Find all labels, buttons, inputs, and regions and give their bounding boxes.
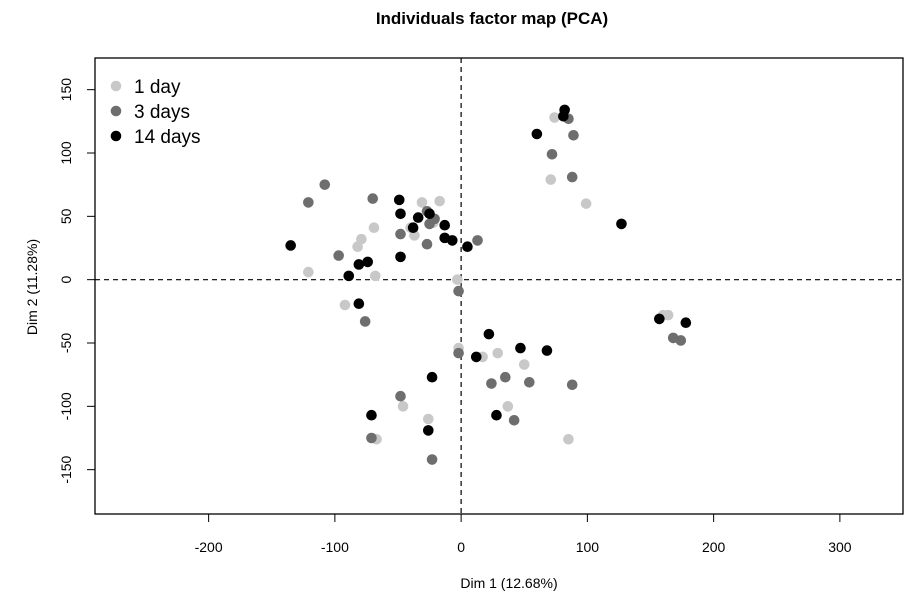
point-series-2 [319,179,331,190]
point-series-3 [343,270,355,282]
x-tick-label: -200 [195,539,223,555]
x-tick-label: -100 [321,539,349,555]
point-series-1 [580,198,592,209]
point-series-3 [393,194,405,206]
legend-marker [110,130,122,142]
point-series-3 [491,409,502,421]
point-series-3 [407,222,419,234]
point-series-3 [353,298,365,310]
point-series-3 [412,212,424,223]
y-tick-label: 0 [58,276,74,284]
y-tick-label: -150 [58,455,74,483]
point-series-1 [434,195,445,207]
point-series-2 [568,129,579,141]
point-series-3 [424,208,435,220]
point-series-2 [395,228,406,240]
point-series-3 [353,259,365,270]
legend-label: 3 days [134,102,190,123]
point-series-3 [680,317,692,329]
y-axis: -150 -100 -50 0 50 100 150 [58,78,95,484]
point-series-2 [453,347,464,359]
point-series-1 [397,401,409,412]
point-series-1 [502,401,514,412]
point-series-2 [359,316,371,327]
point-series-1 [492,347,504,359]
point-series-3 [531,128,543,140]
point-series-3 [366,409,377,421]
point-series-3 [426,371,438,383]
y-axis-label: Dim 2 (11.28%) [24,239,40,335]
x-tick-label: 200 [702,539,726,555]
x-tick-label: 100 [576,539,600,555]
point-series-3 [446,235,458,246]
point-series-2 [546,148,558,160]
point-series-2 [424,218,435,230]
point-series-3 [483,328,495,340]
point-series-2 [508,414,520,426]
point-series-3 [462,241,473,253]
point-series-2 [524,376,535,388]
legend: 1 day 3 days 14 days [110,77,201,148]
point-series-2 [675,335,687,346]
chart-title: Individuals factor map (PCA) [376,9,608,28]
legend-label: 1 day [134,77,181,98]
legend-label: 14 days [134,127,201,148]
point-series-3 [541,345,553,356]
point-series-3 [362,256,374,268]
point-series-1 [416,197,428,208]
y-tick-label: 150 [58,78,74,102]
point-series-1 [356,233,367,245]
plot-frame [94,57,904,515]
point-series-2 [472,235,483,246]
point-series-2 [366,432,377,444]
point-series-2 [486,378,497,389]
legend-marker [110,80,122,92]
point-series-1 [545,174,557,185]
point-series-2 [367,193,379,204]
point-series-2 [395,390,406,402]
point-series-2 [453,285,464,297]
data-points [285,104,692,465]
x-axis-label: Dim 1 (12.68%) [460,575,557,591]
x-tick-label: 300 [828,539,852,555]
point-series-1 [303,266,314,278]
point-series-2 [566,171,578,183]
reference-lines [95,58,903,514]
point-series-1 [339,299,351,311]
point-series-1 [452,274,463,285]
x-tick-label: 0 [457,539,465,555]
point-series-3 [285,240,296,251]
point-series-3 [616,218,627,230]
x-axis: -200 -100 0 100 200 300 [195,514,852,555]
point-series-3 [395,251,406,263]
point-series-3 [558,110,569,122]
point-series-1 [369,270,381,282]
point-series-2 [333,250,344,261]
point-series-1 [368,222,380,234]
point-series-3 [654,313,665,325]
y-tick-label: -100 [58,392,74,420]
point-series-1 [563,433,574,445]
point-series-3 [423,425,434,436]
legend-marker [110,105,122,117]
point-series-3 [395,208,406,220]
y-tick-label: -50 [58,333,74,353]
point-series-2 [303,197,314,208]
point-series-1 [518,359,530,370]
point-series-2 [566,379,578,391]
point-series-1 [662,309,674,321]
point-series-2 [500,371,511,383]
y-tick-label: 100 [58,141,74,165]
point-series-1 [423,413,434,425]
point-series-3 [439,219,451,231]
point-series-2 [426,454,438,465]
point-series-3 [515,342,526,354]
y-tick-label: 50 [58,208,74,224]
point-series-3 [470,351,482,363]
point-series-1 [549,112,560,123]
point-series-2 [421,238,433,250]
